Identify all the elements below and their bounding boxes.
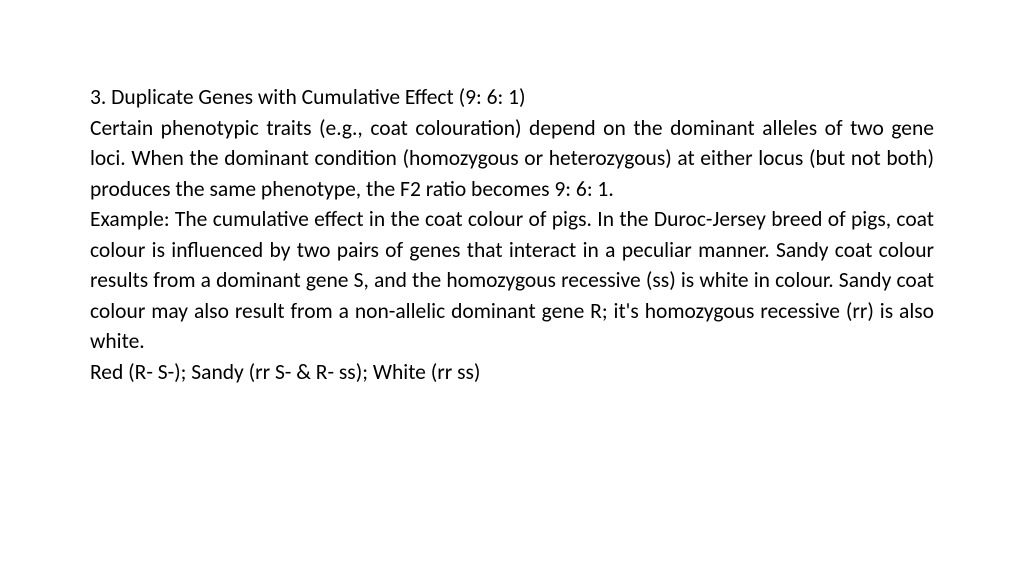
section-heading: 3. Duplicate Genes with Cumulative Effec… xyxy=(90,82,934,113)
paragraph-2: Example: The cumulative effect in the co… xyxy=(90,204,934,357)
paragraph-1: Certain phenotypic traits (e.g., coat co… xyxy=(90,113,934,205)
document-content: 3. Duplicate Genes with Cumulative Effec… xyxy=(90,82,934,387)
paragraph-3: Red (R- S-); Sandy (rr S- & R- ss); Whit… xyxy=(90,357,934,388)
